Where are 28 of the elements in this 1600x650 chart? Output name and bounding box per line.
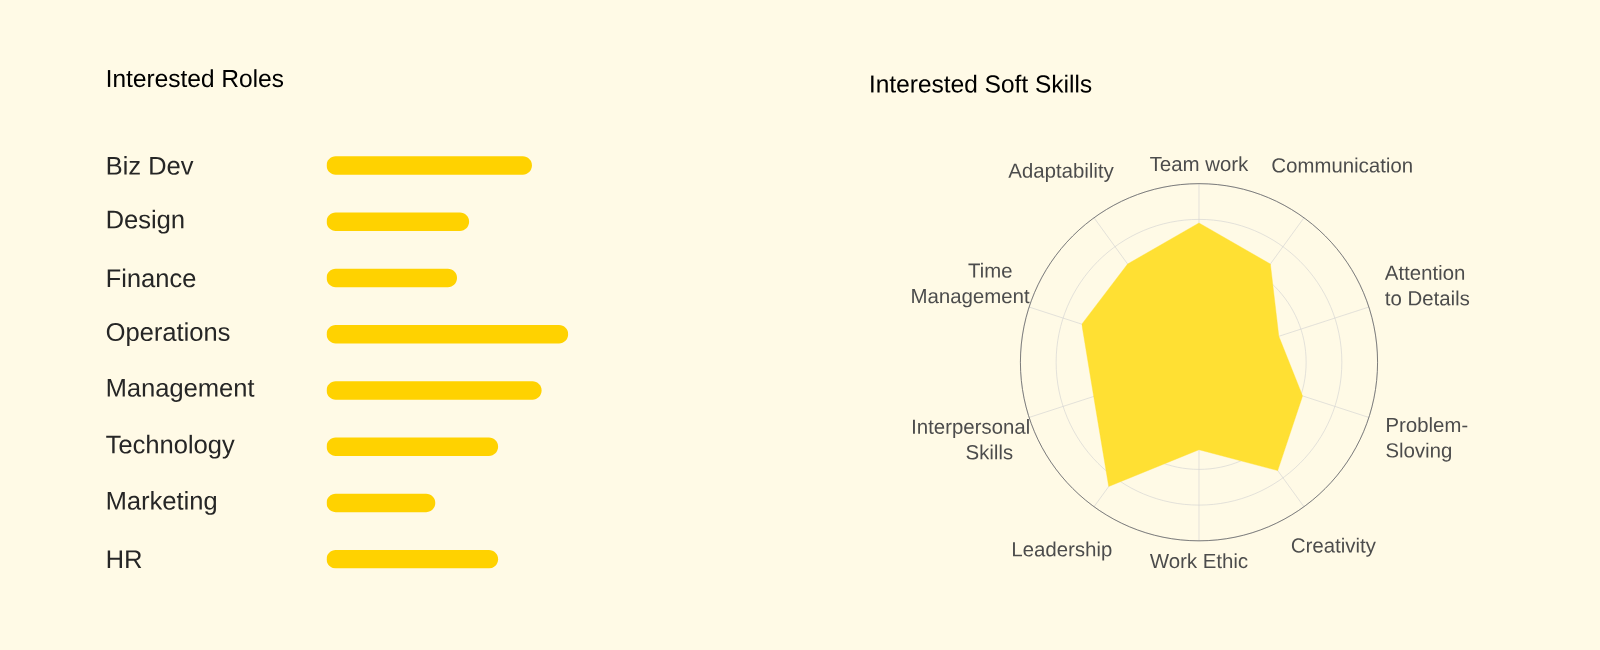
y-tick-label: Technology	[106, 434, 235, 459]
bar	[326, 493, 436, 513]
chart-title: Interested Roles	[107, 69, 284, 88]
spoke-label: Leadership	[1013, 541, 1112, 561]
chart-title: Interested Soft Skills	[871, 74, 1092, 93]
spoke-label: Creativity	[1291, 537, 1376, 557]
bar	[326, 437, 499, 456]
bar	[326, 325, 569, 344]
y-tick-label: Operations	[106, 322, 230, 347]
y-tick-label: Finance	[107, 268, 196, 288]
bar	[326, 156, 532, 175]
spoke-label: Work Ethic	[1149, 553, 1248, 569]
bar	[326, 381, 542, 400]
spoke-label: Interpersonal Skills	[913, 418, 1029, 460]
spoke-label: Team work	[1150, 156, 1249, 172]
spoke-label: Communication	[1272, 157, 1412, 173]
spoke-label: Problem-Sloving	[1386, 417, 1468, 462]
spoke-label: Adaptability	[1008, 162, 1114, 182]
spoke-label: Attention to Details	[1384, 265, 1470, 306]
y-tick-label: HR	[107, 550, 142, 568]
bar	[326, 212, 470, 231]
bar	[326, 268, 458, 288]
y-tick-label: Biz Dev	[107, 156, 194, 175]
spoke-label: Time Management	[912, 262, 1030, 308]
y-tick-label: Design	[107, 209, 184, 234]
y-tick-label: Management	[107, 379, 255, 402]
bar	[326, 550, 499, 569]
y-tick-label: Marketing	[107, 491, 216, 515]
